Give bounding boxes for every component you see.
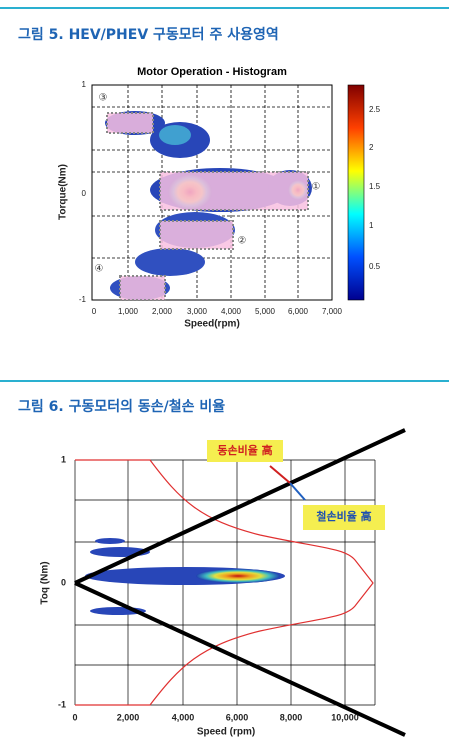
tick-label: 6,000 [288, 307, 309, 316]
plot-area: ① ② ③ ④ [91, 84, 333, 301]
tick-label: 1 [82, 80, 87, 89]
tick-label: 5,000 [255, 307, 276, 316]
x-axis-label: Speed(rpm) [184, 319, 240, 330]
chart-title: Motor Operation - Histogram [137, 66, 287, 78]
regions [106, 112, 309, 301]
annotation: 철손비율 高 [316, 509, 371, 523]
diagonal [74, 428, 406, 585]
annotation-box [207, 440, 283, 462]
tick-label: 0 [82, 189, 87, 198]
rule [0, 380, 449, 382]
rule [0, 7, 449, 9]
colorbar-label: 0.5 [369, 262, 381, 271]
tick-label: 2,000 [117, 712, 140, 722]
caption: 그림 6. 구동모터의 동손/철손 비율 [18, 398, 225, 415]
marker: ② [238, 236, 247, 247]
tick-label: 0 [61, 577, 66, 587]
y-axis-label: Toq (Nm) [40, 561, 51, 604]
marker: ④ [95, 264, 104, 275]
colorbar-label: 1 [369, 221, 374, 230]
tick-label: -1 [79, 295, 87, 304]
caption: 그림 5. HEV/PHEV 구동모터 주 사용영역 [18, 26, 279, 43]
tick-label: 10,000 [331, 712, 359, 722]
tick-label: 1 [61, 454, 66, 464]
y-axis-label: Torque(Nm) [58, 164, 69, 220]
boundary-curve [75, 459, 374, 706]
arrow [289, 482, 306, 501]
tick-label: 0 [72, 712, 77, 722]
tick-label: 2,000 [152, 307, 173, 316]
x-axis-label: Speed (rpm) [197, 727, 255, 738]
annotation: 동손비율 高 [217, 443, 272, 457]
colorbar [347, 84, 365, 301]
x-ticks: 0 1,000 2,000 3,000 4,000 5,000 6,000 7,… [92, 307, 343, 316]
tick-label: 4,000 [172, 712, 195, 722]
diagonal [74, 581, 406, 737]
tick-label: 4,000 [221, 307, 242, 316]
tick-label: 8,000 [280, 712, 303, 722]
colorbar-label: 2 [369, 143, 374, 152]
tick-label: 0 [92, 307, 97, 316]
arrow [269, 465, 291, 484]
tick-label: 3,000 [187, 307, 208, 316]
tick-label: -1 [58, 699, 66, 709]
marker: ③ [99, 93, 108, 104]
colorbar-label: 1.5 [369, 182, 381, 191]
annotation-box [303, 505, 385, 530]
tick-label: 1,000 [118, 307, 139, 316]
tick-label: 6,000 [226, 712, 249, 722]
tick-label: 7,000 [322, 307, 343, 316]
marker: ① [312, 182, 321, 193]
plot-area: 동손비율 高 철손비율 高 [74, 428, 406, 737]
colorbar-label: 2.5 [369, 105, 381, 114]
